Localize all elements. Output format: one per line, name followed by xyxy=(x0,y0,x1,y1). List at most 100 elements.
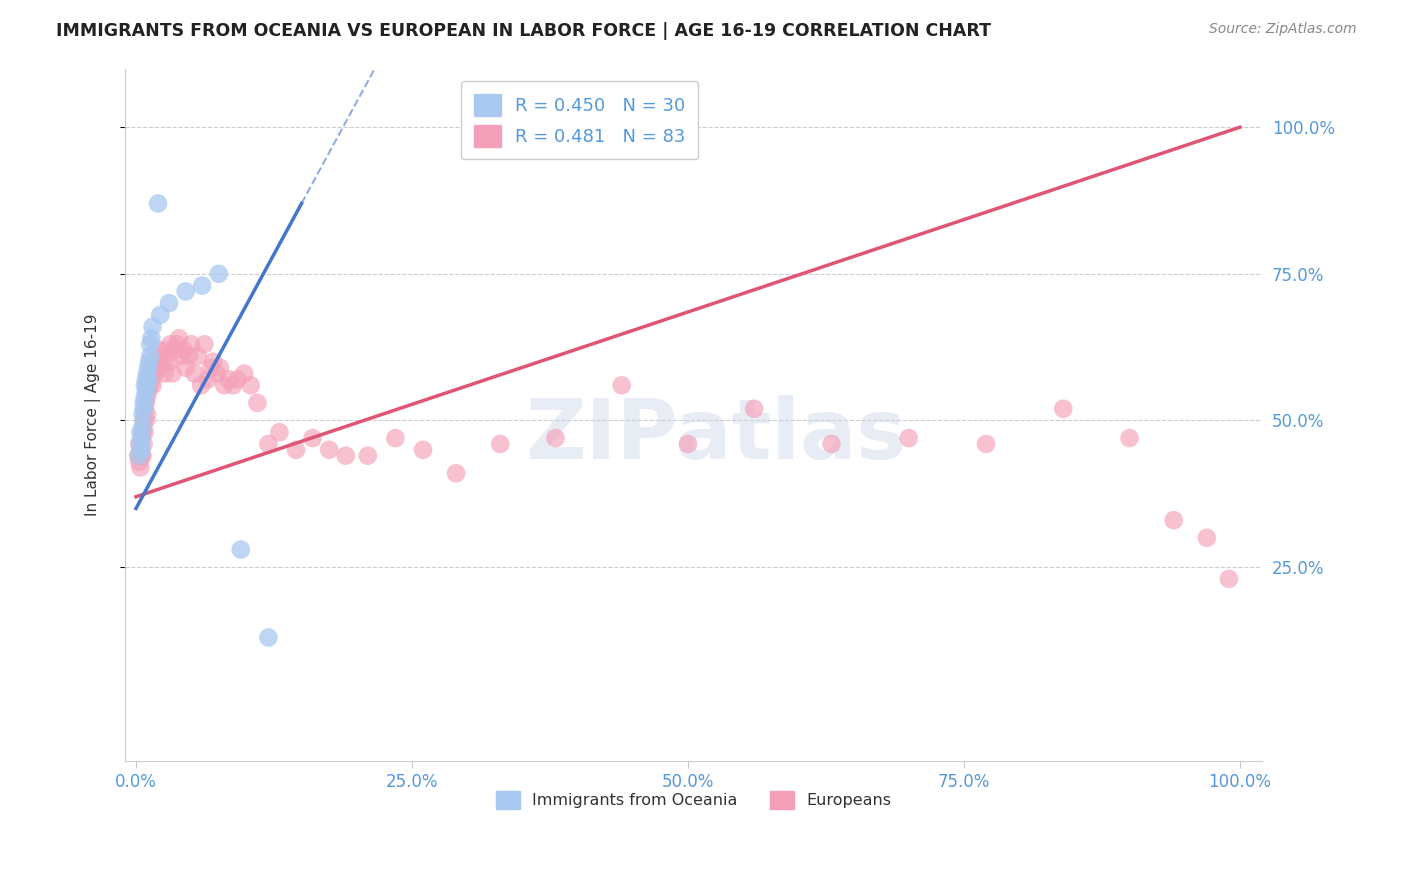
Point xyxy=(1052,401,1074,416)
Point xyxy=(172,343,194,357)
Point xyxy=(233,367,256,381)
Point xyxy=(135,372,157,386)
Point xyxy=(138,378,160,392)
Point xyxy=(162,367,184,381)
Point xyxy=(1118,431,1140,445)
Point xyxy=(142,355,165,369)
Point xyxy=(214,378,236,392)
Point xyxy=(136,384,159,399)
Point xyxy=(1163,513,1185,527)
Point xyxy=(285,442,308,457)
Point xyxy=(205,367,228,381)
Point xyxy=(974,437,997,451)
Point xyxy=(197,372,219,386)
Point xyxy=(335,449,357,463)
Point xyxy=(129,442,152,457)
Point xyxy=(129,437,152,451)
Point xyxy=(202,355,225,369)
Point xyxy=(183,367,205,381)
Point xyxy=(170,349,193,363)
Point xyxy=(128,437,150,451)
Point xyxy=(136,360,159,375)
Point xyxy=(136,372,159,386)
Point xyxy=(141,372,163,386)
Point xyxy=(208,267,231,281)
Point xyxy=(146,196,169,211)
Point xyxy=(135,396,157,410)
Point xyxy=(1218,572,1240,586)
Point xyxy=(134,425,156,440)
Point xyxy=(257,437,280,451)
Point xyxy=(128,454,150,468)
Point xyxy=(146,355,169,369)
Point xyxy=(190,378,212,392)
Point xyxy=(131,431,153,445)
Point xyxy=(139,367,162,381)
Point xyxy=(191,278,214,293)
Point xyxy=(149,308,172,322)
Point xyxy=(141,331,163,345)
Point xyxy=(163,343,186,357)
Point xyxy=(131,449,153,463)
Point xyxy=(131,449,153,463)
Point xyxy=(200,360,222,375)
Point xyxy=(159,337,181,351)
Point xyxy=(139,337,162,351)
Point xyxy=(187,349,209,363)
Point xyxy=(152,355,174,369)
Point xyxy=(136,408,159,422)
Point xyxy=(742,401,765,416)
Text: IMMIGRANTS FROM OCEANIA VS EUROPEAN IN LABOR FORCE | AGE 16-19 CORRELATION CHART: IMMIGRANTS FROM OCEANIA VS EUROPEAN IN L… xyxy=(56,22,991,40)
Point xyxy=(128,449,150,463)
Point xyxy=(143,367,166,381)
Point xyxy=(218,372,240,386)
Point xyxy=(167,331,190,345)
Point xyxy=(131,425,153,440)
Point xyxy=(897,431,920,445)
Point xyxy=(153,367,176,381)
Point xyxy=(129,425,152,440)
Point xyxy=(269,425,291,440)
Point xyxy=(226,372,249,386)
Point xyxy=(156,343,179,357)
Point xyxy=(177,349,200,363)
Point xyxy=(676,437,699,451)
Point xyxy=(357,449,380,463)
Point xyxy=(138,355,160,369)
Point xyxy=(384,431,406,445)
Point xyxy=(208,360,231,375)
Point xyxy=(239,378,262,392)
Text: Source: ZipAtlas.com: Source: ZipAtlas.com xyxy=(1209,22,1357,37)
Y-axis label: In Labor Force | Age 16-19: In Labor Force | Age 16-19 xyxy=(86,313,101,516)
Point xyxy=(610,378,633,392)
Point xyxy=(174,285,197,299)
Point xyxy=(318,442,340,457)
Point xyxy=(257,631,280,645)
Point xyxy=(136,367,159,381)
Point xyxy=(157,355,180,369)
Point xyxy=(132,396,155,410)
Point xyxy=(1195,531,1218,545)
Point xyxy=(544,431,567,445)
Point xyxy=(131,442,153,457)
Point xyxy=(131,419,153,434)
Point xyxy=(136,378,159,392)
Point xyxy=(246,396,269,410)
Point xyxy=(134,378,156,392)
Point xyxy=(148,343,170,357)
Point xyxy=(174,360,197,375)
Point xyxy=(132,413,155,427)
Point xyxy=(222,378,245,392)
Point xyxy=(131,408,153,422)
Point xyxy=(193,337,215,351)
Point xyxy=(150,349,173,363)
Point xyxy=(136,390,159,404)
Point xyxy=(412,442,434,457)
Point xyxy=(131,431,153,445)
Point xyxy=(141,319,163,334)
Point xyxy=(134,390,156,404)
Point xyxy=(132,401,155,416)
Point xyxy=(157,296,180,310)
Point xyxy=(127,449,149,463)
Point xyxy=(135,384,157,399)
